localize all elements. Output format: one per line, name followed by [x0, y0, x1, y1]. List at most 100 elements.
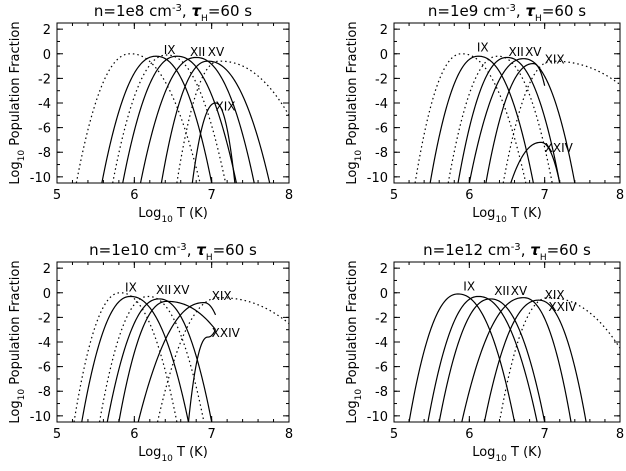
ion-label: XXIV [548, 300, 577, 314]
panel-title: n=1e12 cm-3, τH=60 s [423, 241, 591, 263]
y-tick-label: -6 [375, 122, 388, 137]
x-tick-label: 5 [390, 188, 398, 203]
y-tick-label: 2 [43, 23, 51, 38]
ion-curve-8 [187, 329, 217, 422]
y-tick-label: -6 [38, 361, 51, 376]
ion-curve-2 [427, 295, 538, 422]
x-tick-label: 5 [53, 427, 61, 442]
panel-1: 5 6 7 8 -10 -8 -6 -4 -2 0 2 IX XII XV XIX n=1e8 cm-3, τ… [8, 2, 293, 225]
ion-curve-2 [101, 55, 213, 183]
y-tick-label: -10 [30, 171, 51, 186]
y-tick-label: 2 [380, 23, 388, 38]
ion-label: XIX [216, 99, 236, 113]
y-tick-label: -6 [38, 122, 51, 137]
y-tick-label: -8 [38, 146, 51, 161]
y-tick-label: -8 [38, 385, 51, 400]
ion-curve-4 [461, 297, 572, 422]
y-tick-label: -2 [375, 311, 388, 326]
ion-curve-8 [510, 141, 561, 183]
ion-curve-4 [457, 56, 561, 183]
y-tick-label: -10 [367, 410, 388, 425]
ion-label: IX [125, 281, 137, 295]
ion-curve-8 [191, 102, 236, 183]
y-tick-label: -8 [375, 385, 388, 400]
y-axis-title: Log10 Population Fraction [8, 21, 27, 184]
x-tick-label: 8 [285, 427, 293, 442]
ion-curve-2 [429, 55, 534, 183]
ion-curve-2 [81, 295, 190, 422]
x-tick-label: 5 [53, 188, 61, 203]
ion-curve-4 [122, 55, 237, 183]
ion-curve-3 [438, 298, 546, 422]
y-tick-label: -2 [375, 72, 388, 87]
ion-curve-5 [139, 56, 255, 183]
y-tick-label: -4 [375, 336, 388, 351]
y-tick-label: -6 [375, 361, 388, 376]
y-tick-label: 0 [43, 48, 51, 63]
x-tick-label: 6 [465, 427, 473, 442]
x-tick-label: 6 [130, 188, 138, 203]
ion-curve-5 [468, 58, 576, 183]
ion-curve-6 [485, 63, 546, 183]
ion-curve-1 [73, 292, 178, 422]
ion-label: XV [208, 45, 225, 59]
y-tick-label: -2 [38, 311, 51, 326]
ion-curve-3 [112, 54, 227, 183]
x-tick-label: 8 [616, 427, 624, 442]
ion-curve-7 [156, 297, 289, 422]
ion-label: IX [164, 43, 176, 57]
ion-curve-3 [447, 55, 553, 183]
ion-label: XII [509, 45, 524, 59]
x-axis-title: Log10 T (K) [138, 206, 208, 225]
x-tick-label: 6 [465, 188, 473, 203]
ion-label: XXIV [545, 141, 574, 155]
x-tick-label: 7 [208, 188, 216, 203]
ion-curve-5 [483, 299, 587, 422]
ion-label: XV [173, 283, 190, 297]
panel-3: 5 6 7 8 -10 -8 -6 -4 -2 0 2 IX XII XV XIX XXIV n=1e10 cm… [8, 241, 293, 464]
y-tick-label: 0 [380, 48, 388, 63]
x-axis-title: Log10 T (K) [472, 206, 542, 225]
panel-title: n=1e10 cm-3, τH=60 s [89, 241, 257, 263]
ion-label: XII [156, 283, 171, 297]
x-tick-label: 5 [390, 427, 398, 442]
ion-label: IX [477, 40, 489, 54]
y-axis-title: Log10 Population Fraction [345, 260, 364, 423]
curves [73, 292, 289, 422]
ion-label: XII [494, 284, 509, 298]
curves [75, 53, 289, 183]
ion-curve-6 [160, 60, 271, 183]
x-tick-label: 8 [285, 188, 293, 203]
x-tick-label: 8 [616, 188, 624, 203]
y-tick-label: -10 [30, 410, 51, 425]
ion-label: XIX [212, 289, 232, 303]
y-tick-label: -4 [38, 97, 51, 112]
ion-curve-5 [118, 300, 217, 422]
y-tick-label: -2 [38, 72, 51, 87]
y-tick-label: -4 [375, 97, 388, 112]
y-tick-label: 2 [380, 262, 388, 277]
plot-frame [393, 22, 621, 184]
y-tick-label: -8 [375, 146, 388, 161]
y-tick-label: 2 [43, 262, 51, 277]
panel-title: n=1e8 cm-3, τH=60 s [94, 2, 252, 24]
ion-curve-1 [75, 53, 201, 183]
x-tick-label: 6 [130, 427, 138, 442]
y-axis-title: Log10 Population Fraction [345, 21, 364, 184]
x-tick-label: 7 [541, 427, 549, 442]
ion-curve-1 [414, 53, 527, 183]
x-axis-title: Log10 T (K) [472, 445, 542, 464]
y-tick-label: -10 [367, 171, 388, 186]
x-tick-label: 7 [541, 188, 549, 203]
y-axis-title: Log10 Population Fraction [8, 260, 27, 423]
curves [414, 53, 620, 183]
ion-label: XIX [545, 288, 565, 302]
ion-label: XIX [545, 53, 565, 67]
ion-curve-6 [137, 302, 217, 422]
ion-label: XV [511, 284, 528, 298]
y-tick-label: -4 [38, 336, 51, 351]
ion-curve-3 [98, 295, 205, 422]
